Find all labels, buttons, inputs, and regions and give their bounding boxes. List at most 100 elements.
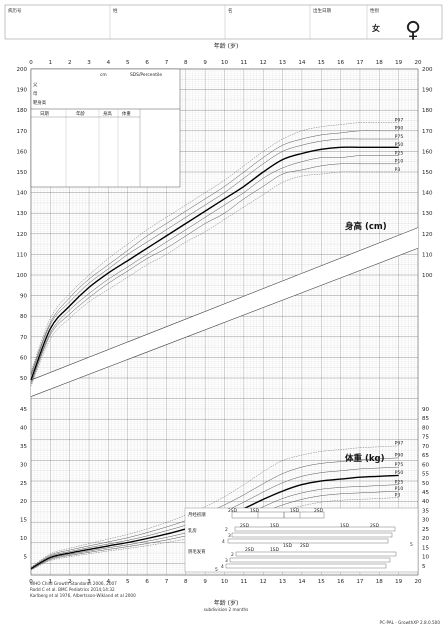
weight-y-tick-label-right: 55 [422,472,429,478]
height-curve-p97 [30,122,399,372]
x-tick-label-top: 0 [29,60,33,66]
menarche-sd-plus1: 1SD [290,508,300,514]
x-tick-label-top: 3 [87,60,91,66]
source-rodd: Rodd C et al. BMC Pediatrics 2014;14:32 [30,587,115,592]
software-version: PC-PAL - GrowthXP 2.8.0.500 [380,620,441,625]
height-label-p75: P75 [395,134,404,140]
breast-sd-minus1: 1SD [270,523,280,529]
height-y-tick-label-left: 200 [17,67,28,73]
height-label-p90: P90 [395,126,404,132]
weight-y-tick-label-left: 30 [20,462,27,468]
x-axis-title-top: 年龄 (岁) [214,42,239,50]
x-tick-label-top: 11 [240,60,247,66]
weight-y-tick-label-right: 10 [422,555,429,561]
info-col-height: 身高 [103,110,112,117]
x-tick-label-bottom: 4 [107,579,111,585]
x-tick-label-top: 4 [107,60,111,66]
x-tick-label-bottom: 9 [203,579,207,585]
height-y-tick-label-left: 60 [20,355,27,361]
height-curve-p50 [30,146,399,381]
header-field-surname: 姓 [113,7,118,14]
menarche-sd-plus2: 2SD [314,508,324,514]
breast-stage-4: 4 [222,539,225,545]
height-y-tick-label-left: 90 [20,294,27,300]
header-field-name: 名 [228,7,233,14]
pubic-sd-minus2: 2SD [245,547,255,553]
weight-label-p50: P50 [395,470,404,476]
female-symbol-icon: ♀ [405,18,421,43]
x-tick-label-bottom: 0 [29,579,33,585]
height-label-p10: P10 [395,159,404,165]
weight-y-tick-label-right: 50 [422,481,429,487]
height-label-p50: P50 [395,142,404,148]
weight-section-label: 体重 (kg) [345,453,385,464]
weight-y-tick-label-right: 20 [422,536,429,542]
weight-y-tick-label-right: 30 [422,518,429,524]
height-label-p25: P25 [395,150,404,156]
puberty-row-breast: 乳房 [188,527,197,534]
source-who: WHO Child Growth Standards 2006, 2007 [30,581,117,586]
x-tick-label-top: 16 [337,60,344,66]
x-tick-label-top: 8 [184,60,188,66]
height-curve-p75 [30,138,399,376]
breast-stage-3: 3 [228,533,231,539]
diagonal-divider-band [30,227,419,397]
x-tick-label-bottom: 8 [184,579,188,585]
info-row-mother: 母 [33,91,38,97]
diagonal-band-top-edge [30,227,419,381]
x-tick-label-bottom: 18 [376,579,383,585]
x-tick-label-bottom: 12 [260,579,267,585]
info-cm-label: cm [100,73,107,78]
height-y-tick-label-left: 80 [20,314,27,320]
pubic-sd-plus2: 2SD [300,543,310,549]
info-row-target-height: 靶身高 [33,99,47,106]
info-row-father: 父 [33,82,38,88]
source-karlberg: Karlberg et al 1976, Albertsson-Wikland … [30,593,136,598]
height-label-p3: P3 [395,167,401,173]
x-tick-label-bottom: 10 [221,579,228,585]
weight-y-tick-label-right: 15 [422,545,429,551]
weight-label-p97: P97 [395,441,404,447]
menarche-sd-minus1: 1SD [250,508,260,514]
weight-y-tick-label-right: 60 [422,462,429,468]
axes: 0011223344556677889910101111121213131414… [17,60,433,585]
weight-y-tick-label-right: 45 [422,490,429,496]
pubic-sd-plus1: 1SD [283,543,293,549]
height-y-tick-label-left: 70 [20,335,27,341]
height-y-tick-label-left: 140 [17,191,28,197]
x-tick-label-top: 5 [126,60,130,66]
weight-y-tick-label-left: 35 [20,444,27,450]
height-y-tick-label-right: 170 [422,129,433,135]
weight-label-p3: P3 [395,492,401,498]
x-tick-label-top: 13 [279,60,286,66]
x-tick-label-top: 15 [318,60,325,66]
height-y-tick-label-left: 110 [17,252,28,258]
weight-y-tick-label-left: 25 [20,481,27,487]
height-y-tick-label-right: 190 [422,88,433,94]
x-tick-label-top: 17 [356,60,363,66]
info-col-age: 年龄 [76,110,85,117]
x-tick-label-top: 19 [395,60,402,66]
target-height-info-box: cm SDS/Percentile 父 母 靶身高 日期 年龄 身高 体重 [30,68,181,188]
height-y-tick-label-left: 180 [17,108,28,114]
height-y-tick-label-left: 120 [17,232,28,238]
patient-header: 病历号 姓 名 出生日期 性别 女 ♀ [4,4,443,43]
height-curve-p90 [30,130,399,374]
x-tick-label-bottom: 19 [395,579,402,585]
menarche-sd-minus2: 2SD [228,508,238,514]
breast-stage-5: 5 [410,542,413,548]
weight-y-tick-label-right: 25 [422,527,429,533]
x-tick-label-top: 14 [298,60,305,66]
x-tick-label-bottom: 11 [240,579,247,585]
x-tick-label-bottom: 7 [165,579,169,585]
height-y-tick-label-right: 130 [422,211,433,217]
grid [30,68,419,576]
height-y-tick-label-left: 150 [17,170,28,176]
weight-y-tick-label-right: 80 [422,425,429,431]
pubic-stage-2: 2 [231,552,234,558]
height-y-tick-label-right: 120 [422,232,433,238]
x-axis-subdivision-note: subdivision 2 months [204,607,249,612]
weight-y-tick-label-right: 5 [422,564,426,570]
